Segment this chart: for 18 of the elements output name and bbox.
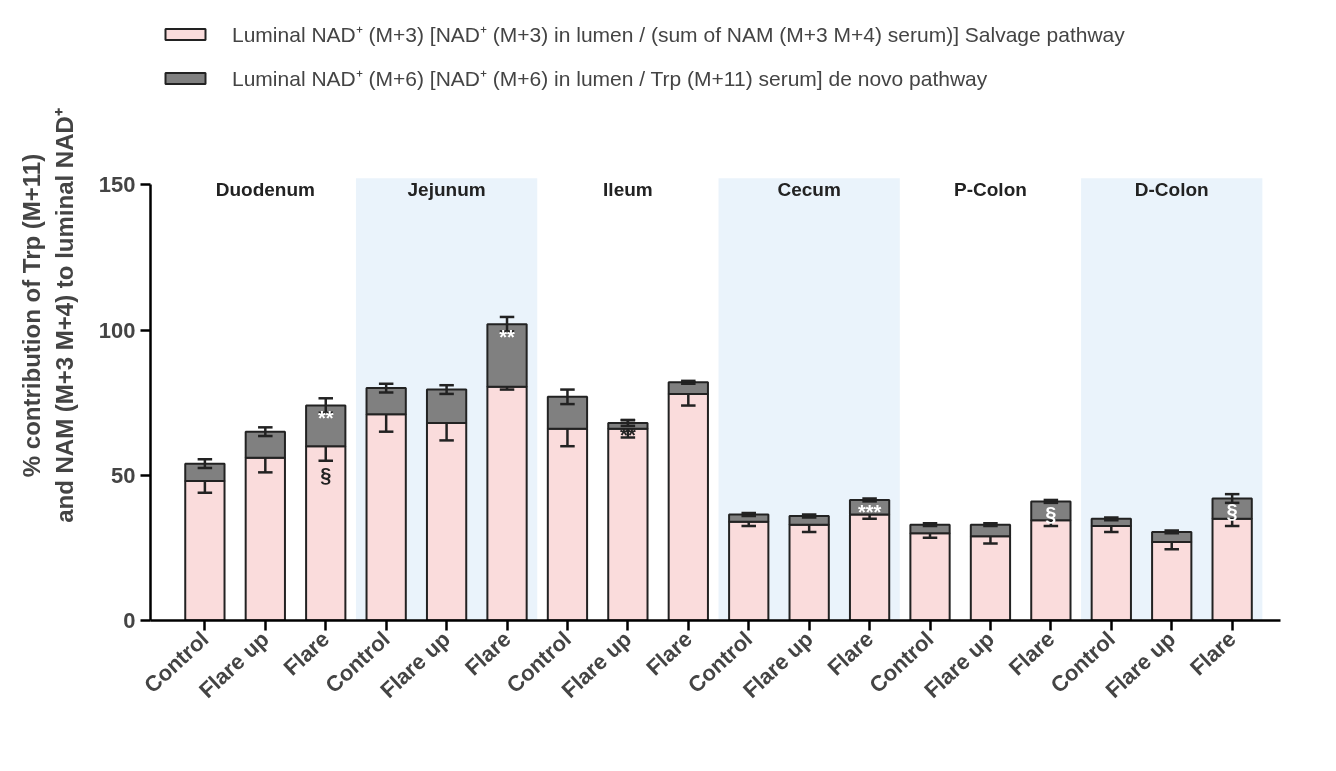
annotation: Ileum xyxy=(603,179,653,201)
data-label: ** xyxy=(499,325,516,348)
legend-label: Luminal NAD⁺ (M+3) [NAD⁺ (M+3) in lumen / (sum of NAM (M+3 M+4) serum)] Salvage pathway xyxy=(232,22,1125,48)
y-tick-label: 150 xyxy=(98,172,136,198)
y-tick-label: 50 xyxy=(111,462,136,488)
legend-label: Luminal NAD⁺ (M+6) [NAD⁺ (M+6) in lumen / Trp (M+11) serum] de novo pathway xyxy=(232,66,988,92)
data-label: § xyxy=(1226,499,1238,522)
y-tick-label: 0 xyxy=(123,608,136,633)
annotation: Jejunum xyxy=(407,179,486,201)
data-label: ** xyxy=(317,407,334,429)
y-axis-title: % contribution of Trp (M+11) and NAM (M+3 M+4) to luminal NAD⁺ xyxy=(18,108,78,523)
data-label: § xyxy=(320,463,332,486)
annotation: P-Colon xyxy=(954,179,1027,201)
annotation: D-Colon xyxy=(1134,179,1209,201)
y-tick-label: 100 xyxy=(98,317,136,343)
data-label: *** xyxy=(857,501,882,524)
annotation: Cecum xyxy=(777,179,841,201)
annotation: Duodenum xyxy=(215,179,315,201)
